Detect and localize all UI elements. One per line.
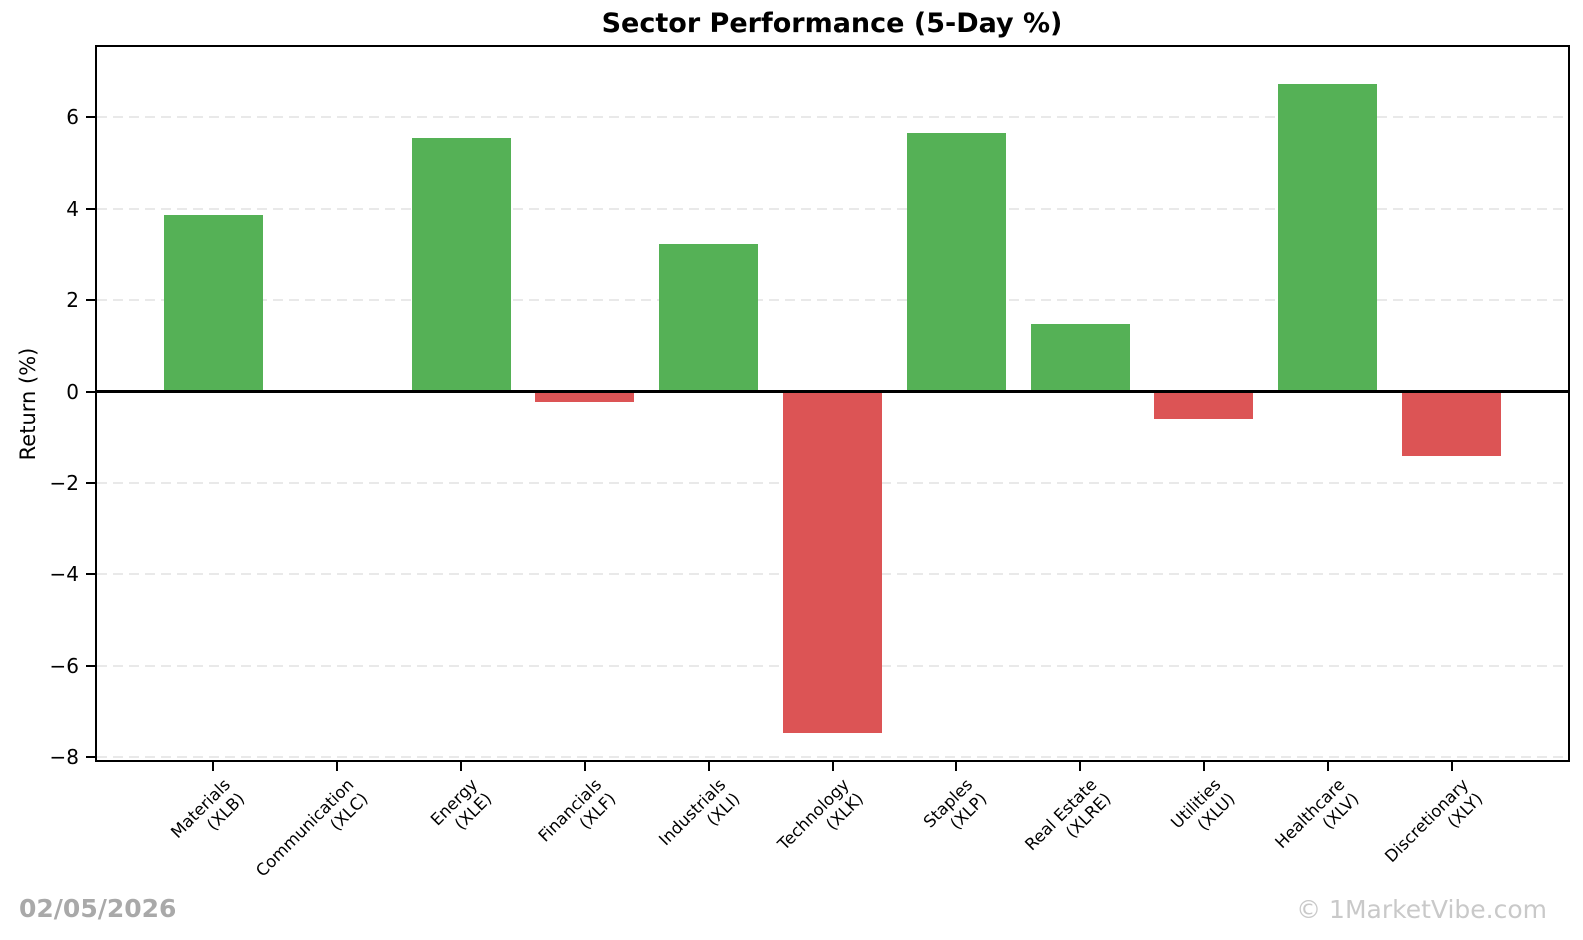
bar-xlv xyxy=(1278,84,1378,392)
x-tick-label-xle: Energy (XLE) xyxy=(427,775,496,844)
x-tick-xlc xyxy=(336,762,339,771)
y-tick-label--4: −4 xyxy=(49,562,79,587)
x-tick-xlre xyxy=(1079,762,1082,771)
y-tick-2 xyxy=(86,299,95,302)
x-tick-xly xyxy=(1450,762,1453,771)
gridline-y-2 xyxy=(97,299,1568,302)
y-tick-label--2: −2 xyxy=(49,471,79,496)
x-tick-xli xyxy=(707,762,710,771)
bar-xlu xyxy=(1154,391,1254,419)
x-tick-xlf xyxy=(583,762,586,771)
y-tick-0 xyxy=(86,390,95,393)
y-tick--2 xyxy=(86,482,95,485)
bar-xlp xyxy=(906,132,1006,392)
x-tick-label-xlf: Financials (XLF) xyxy=(535,775,620,860)
x-tick-label-xlk: Technology (XLK) xyxy=(774,775,868,869)
x-tick-label-xly: Discretionary (XLY) xyxy=(1381,775,1487,881)
x-tick-label-xlc: Communication (XLC) xyxy=(252,775,372,895)
gridline-y-6 xyxy=(97,116,1568,119)
bar-xlf xyxy=(535,391,635,402)
gridline-y--8 xyxy=(97,756,1568,759)
bar-xly xyxy=(1402,391,1502,456)
x-tick-label-xlp: Staples (XLP) xyxy=(920,775,991,846)
y-tick-label-0: 0 xyxy=(66,379,79,404)
y-tick--6 xyxy=(86,664,95,667)
watermark-label: © 1MarketVibe.com xyxy=(1296,895,1547,924)
x-tick-xlv xyxy=(1326,762,1329,771)
x-tick-label-xlb: Materials (XLB) xyxy=(167,775,249,857)
bar-xlre xyxy=(1030,324,1130,392)
y-tick--4 xyxy=(86,573,95,576)
gridline-y-4 xyxy=(97,207,1568,210)
plot-area xyxy=(95,45,1570,762)
y-tick-4 xyxy=(86,207,95,210)
x-tick-xlk xyxy=(831,762,834,771)
x-tick-label-xlv: Healthcare (XLV) xyxy=(1271,775,1363,867)
y-tick-label--6: −6 xyxy=(49,653,79,678)
bar-xle xyxy=(411,137,511,392)
chart-title: Sector Performance (5-Day %) xyxy=(601,8,1063,39)
x-tick-label-xli: Industrials (XLI) xyxy=(655,775,744,864)
bar-xlb xyxy=(163,214,263,392)
bar-xli xyxy=(659,244,759,392)
y-tick-label-2: 2 xyxy=(66,288,79,313)
y-tick-label-6: 6 xyxy=(66,105,79,130)
x-tick-xlp xyxy=(955,762,958,771)
x-tick-xlu xyxy=(1202,762,1205,771)
y-tick-6 xyxy=(86,116,95,119)
x-tick-label-xlre: Real Estate (XLRE) xyxy=(1021,775,1115,869)
y-tick-label--8: −8 xyxy=(49,745,79,770)
x-tick-label-xlu: Utilities (XLU) xyxy=(1167,775,1239,847)
x-tick-xle xyxy=(460,762,463,771)
y-tick-label-4: 4 xyxy=(66,196,79,221)
x-tick-xlb xyxy=(212,762,215,771)
zero-line xyxy=(97,390,1568,394)
y-tick--8 xyxy=(86,756,95,759)
date-label: 02/05/2026 xyxy=(19,894,177,923)
bar-xlk xyxy=(782,391,883,733)
